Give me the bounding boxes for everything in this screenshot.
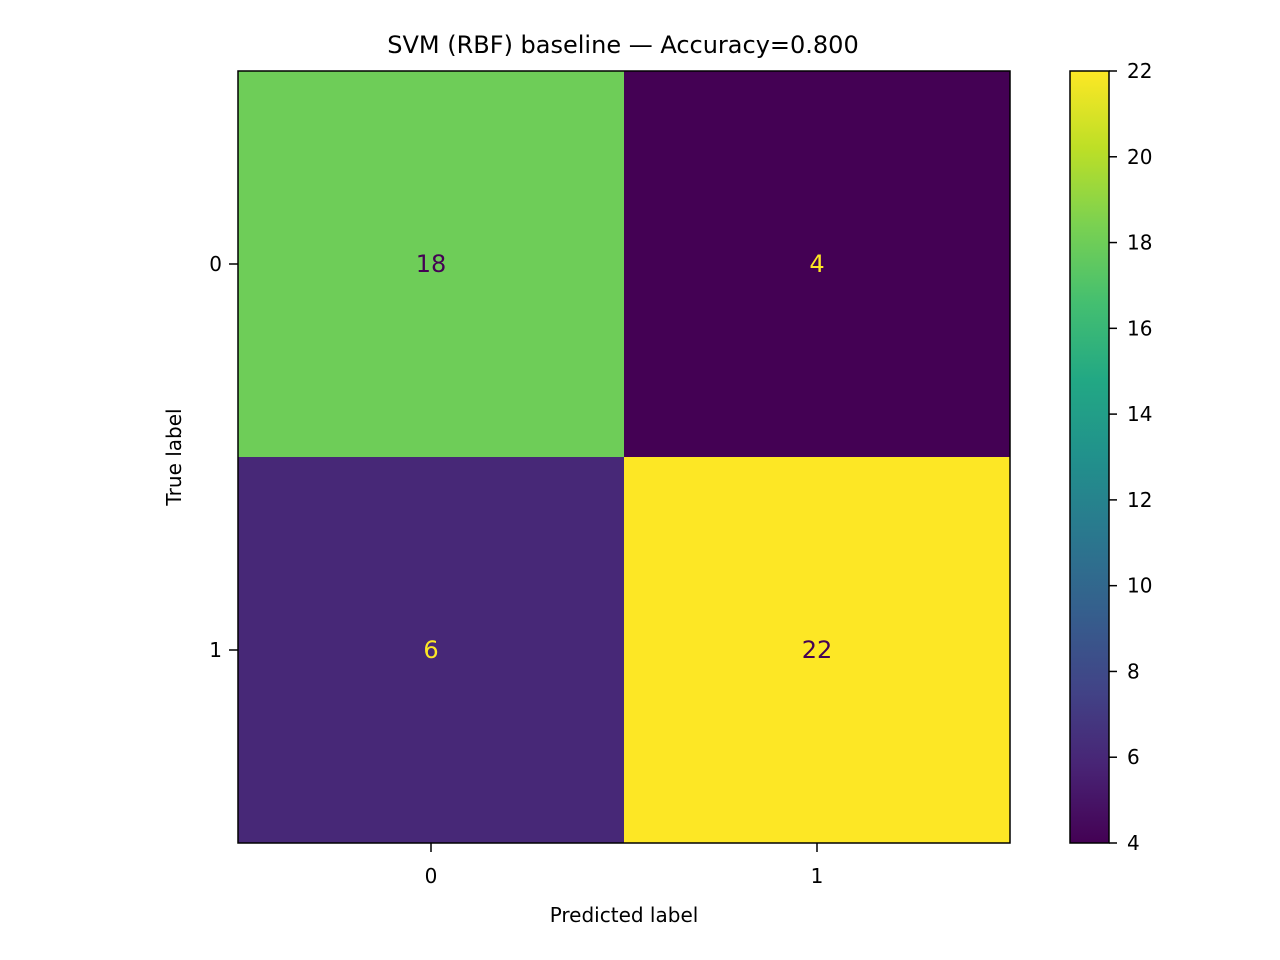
colorbar-tick-label-8: 20 <box>1127 145 1152 169</box>
colorbar-tick-label-9: 22 <box>1127 59 1152 83</box>
y-axis-ticks: 01 <box>209 252 238 662</box>
x-tick-label-1: 1 <box>811 864 824 888</box>
cell-value-r0-c0: 18 <box>416 250 447 278</box>
y-axis-label: True label <box>162 408 186 506</box>
heatmap-cell-r1-c0 <box>238 457 625 844</box>
colorbar-ticks: 4 6 8 10 12 14 16 18 20 22 <box>1109 59 1152 855</box>
y-tick-label-1: 1 <box>209 638 222 662</box>
heatmap-cell-r0-c0 <box>238 71 625 458</box>
colorbar-tick-label-5: 14 <box>1127 402 1152 426</box>
heatmap-cell-r0-c1 <box>624 71 1011 458</box>
colorbar-tick-label-3: 10 <box>1127 574 1152 598</box>
x-axis-label: Predicted label <box>550 903 699 927</box>
cell-value-r0-c1: 4 <box>809 250 824 278</box>
colorbar <box>1069 70 1110 844</box>
colorbar-tick-label-7: 18 <box>1127 231 1152 255</box>
colorbar-tick-label-6: 16 <box>1127 316 1152 340</box>
colorbar-tick-label-2: 8 <box>1127 659 1140 683</box>
heatmap-cells <box>238 71 1011 844</box>
colorbar-tick-label-1: 6 <box>1127 745 1140 769</box>
heatmap-cell-r1-c1 <box>624 457 1011 844</box>
y-tick-label-0: 0 <box>209 252 222 276</box>
cell-value-r1-c1: 22 <box>802 636 833 664</box>
plot-frame <box>237 70 1011 844</box>
colorbar-tick-label-0: 4 <box>1127 831 1140 855</box>
heatmap-cell-labels: 18 4 6 22 <box>416 250 833 664</box>
x-tick-label-0: 0 <box>425 864 438 888</box>
cell-value-r1-c0: 6 <box>423 636 438 664</box>
colorbar-tick-label-4: 12 <box>1127 488 1152 512</box>
chart-title: SVM (RBF) baseline — Accuracy=0.800 <box>387 31 858 59</box>
